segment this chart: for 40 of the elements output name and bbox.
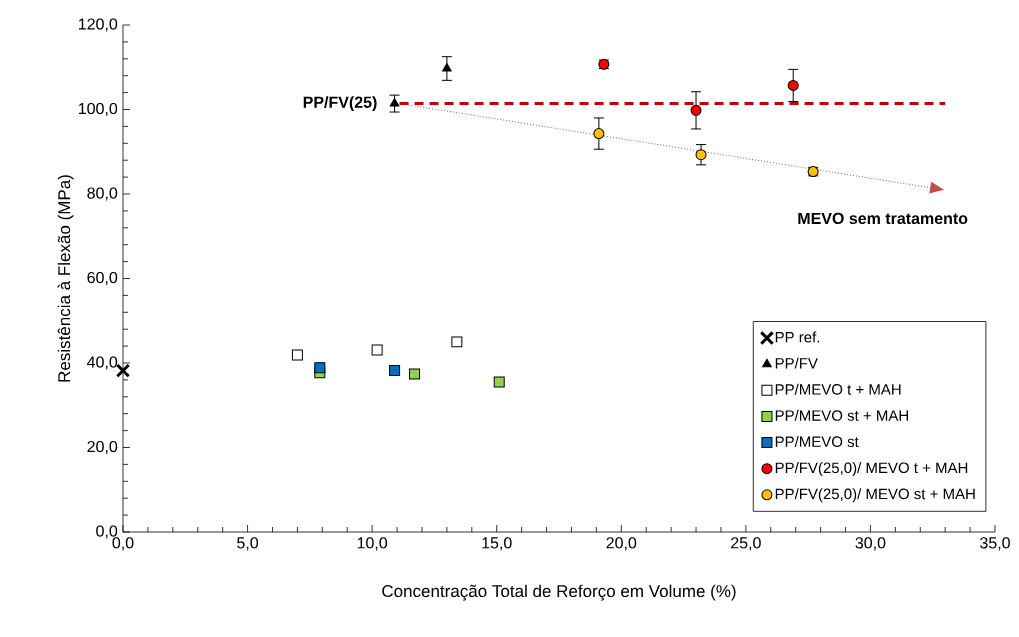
point xyxy=(371,344,383,356)
legend-label: PP/MEVO st xyxy=(775,435,859,447)
point xyxy=(389,365,401,377)
y-tick-label: 40,0 xyxy=(87,356,118,370)
x-tick-label: 5,0 xyxy=(237,537,259,551)
x-axis-title: Concentração Total de Reforço em Volume (%) xyxy=(382,584,736,601)
point xyxy=(291,349,303,361)
x-tick-label: 20,0 xyxy=(606,537,637,551)
y-tick-label: 80,0 xyxy=(87,187,118,201)
y-tick-label: 100,0 xyxy=(78,102,118,117)
point xyxy=(115,363,131,378)
x-tick-label: 15,0 xyxy=(482,537,512,551)
point xyxy=(593,128,605,140)
x-tick-label: 10,0 xyxy=(357,537,388,551)
y-tick-label: 60,0 xyxy=(87,271,118,286)
point xyxy=(695,149,707,161)
legend-label: PP/FV(25,0)/ MEVO st + MAH xyxy=(775,488,975,503)
point xyxy=(389,98,400,107)
x-tick-label: 35,0 xyxy=(980,537,1010,551)
x-tick-label: 30,0 xyxy=(855,537,886,551)
legend-label: PP/MEVO t + MAH xyxy=(775,383,901,395)
legend-label: PP/FV(25,0)/ MEVO t + MAH xyxy=(775,462,968,477)
legend-label: PP ref. xyxy=(775,331,820,343)
point xyxy=(451,336,463,348)
legend-label: PP/FV xyxy=(775,357,818,369)
annotation: PP/FV(25) xyxy=(303,96,377,112)
x-tick-label: 0,0 xyxy=(112,537,134,551)
point xyxy=(493,376,505,388)
point xyxy=(787,79,799,91)
x-tick-label: 25,0 xyxy=(731,537,761,551)
legend-label: PP/MEVO st + MAH xyxy=(775,409,908,421)
annotation: MEVO sem tratamento xyxy=(798,212,968,225)
y-tick-label: 20,0 xyxy=(87,440,118,455)
y-tick-label: 120,0 xyxy=(78,18,118,32)
point xyxy=(690,104,702,116)
y-tick-label: 0,0 xyxy=(96,525,118,539)
point xyxy=(314,362,326,374)
y-axis-title: Resistência à Flexão (MPa) xyxy=(57,175,74,382)
point xyxy=(409,368,420,380)
point xyxy=(442,63,452,72)
